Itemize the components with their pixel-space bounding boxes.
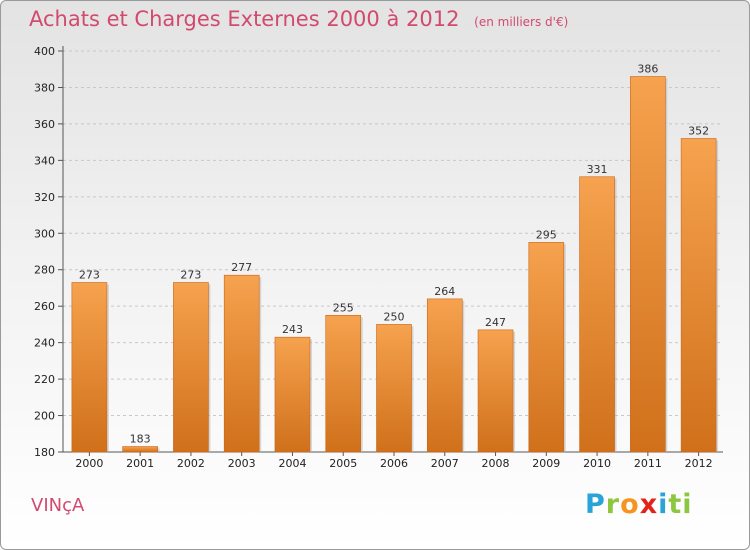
- value-label: 183: [130, 433, 151, 446]
- y-tick-label: 300: [34, 227, 55, 240]
- value-label: 255: [333, 301, 354, 314]
- value-label: 386: [637, 63, 658, 76]
- x-tick-label: 2000: [75, 457, 103, 470]
- bar: [325, 314, 362, 453]
- y-tick-label: 260: [34, 300, 55, 313]
- x-tick-label: 2009: [532, 457, 560, 470]
- bar: [528, 242, 565, 453]
- logo-letter: t: [668, 489, 683, 520]
- chart-subtitle: (en milliers d'€): [474, 15, 569, 29]
- x-tick-label: 2006: [380, 457, 408, 470]
- value-label: 277: [231, 261, 252, 274]
- x-tick-label: 2008: [482, 457, 510, 470]
- logo-letter: i: [682, 489, 693, 520]
- logo-letter: o: [620, 489, 640, 520]
- y-tick-label: 340: [34, 154, 55, 167]
- y-tick-label: 220: [34, 373, 55, 386]
- x-tick-label: 2002: [177, 457, 205, 470]
- bar: [122, 446, 158, 453]
- bar: [223, 274, 260, 453]
- value-label: 273: [180, 268, 201, 281]
- value-label: 273: [79, 268, 100, 281]
- y-tick-label: 360: [34, 118, 55, 131]
- x-tick-label: 2011: [634, 457, 662, 470]
- value-label: 331: [587, 163, 608, 176]
- x-tick-label: 2005: [329, 457, 357, 470]
- bar: [173, 282, 209, 453]
- x-tick-label: 2003: [228, 457, 256, 470]
- y-tick-label: 320: [34, 191, 55, 204]
- value-label: 352: [688, 124, 709, 137]
- y-tick-label: 180: [34, 446, 55, 459]
- bars: [71, 76, 719, 453]
- chart-title: Achats et Charges Externes 2000 à 2012 (…: [29, 7, 568, 31]
- bar: [376, 324, 412, 453]
- y-tick-label: 200: [34, 410, 55, 423]
- y-tick-label: 400: [34, 45, 55, 58]
- logo-letter: x: [639, 489, 659, 520]
- y-tick-label: 380: [34, 81, 55, 94]
- y-tick-label: 280: [34, 264, 55, 277]
- logo-letter: P: [585, 489, 606, 520]
- bar: [71, 282, 108, 453]
- logo-letter: r: [605, 489, 621, 520]
- bar: [579, 176, 615, 453]
- bar: [426, 298, 463, 453]
- x-tick-label: 2004: [278, 457, 306, 470]
- x-tick-label: 2001: [126, 457, 154, 470]
- bar: [477, 329, 514, 453]
- logo-letter: i: [658, 489, 669, 520]
- value-label: 264: [434, 285, 455, 298]
- bar: [680, 138, 717, 453]
- value-label: 243: [282, 323, 303, 336]
- commune-name: VINçA: [31, 495, 85, 516]
- x-tick-label: 2012: [685, 457, 713, 470]
- bar: [274, 336, 311, 453]
- value-label: 250: [384, 310, 405, 323]
- chart-title-text: Achats et Charges Externes 2000 à 2012: [29, 7, 460, 31]
- proxiti-logo[interactable]: Proxiti: [585, 489, 693, 520]
- value-label: 247: [485, 316, 506, 329]
- x-tick-label: 2007: [431, 457, 459, 470]
- labels: 180 200 220 240 260 280 300 320 340 360 380 400 273 2…: [34, 45, 713, 470]
- y-tick-label: 240: [34, 337, 55, 350]
- x-tick-label: 2010: [583, 457, 611, 470]
- bar: [630, 76, 666, 453]
- value-label: 295: [536, 228, 557, 241]
